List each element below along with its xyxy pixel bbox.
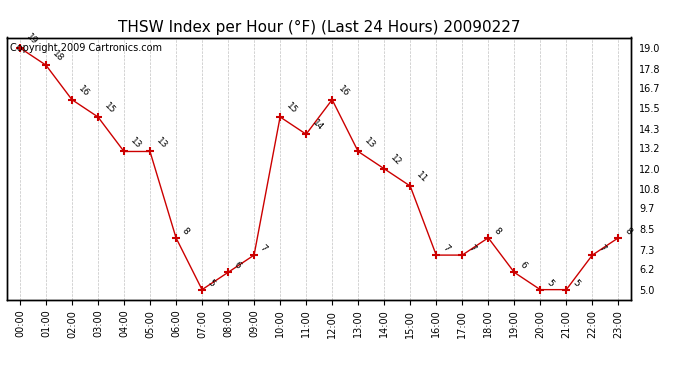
Text: 5: 5 [544,278,555,288]
Text: Copyright 2009 Cartronics.com: Copyright 2009 Cartronics.com [10,43,162,53]
Text: 13: 13 [362,136,377,150]
Text: 14: 14 [310,118,325,133]
Text: 19: 19 [24,32,39,46]
Text: 18: 18 [50,49,65,64]
Title: THSW Index per Hour (°F) (Last 24 Hours) 20090227: THSW Index per Hour (°F) (Last 24 Hours)… [118,20,520,35]
Text: 15: 15 [284,101,299,116]
Text: 6: 6 [233,261,243,271]
Text: 7: 7 [596,243,607,254]
Text: 6: 6 [518,261,529,271]
Text: 16: 16 [336,84,351,98]
Text: 8: 8 [622,226,633,237]
Text: 5: 5 [571,278,581,288]
Text: 11: 11 [415,170,429,184]
Text: 13: 13 [128,136,143,150]
Text: 12: 12 [388,153,403,167]
Text: 5: 5 [206,278,217,288]
Text: 7: 7 [440,243,451,254]
Text: 7: 7 [258,243,268,254]
Text: 8: 8 [180,226,190,237]
Text: 8: 8 [493,226,503,237]
Text: 15: 15 [102,101,117,116]
Text: 16: 16 [76,84,90,98]
Text: 13: 13 [154,136,168,150]
Text: 7: 7 [466,243,477,254]
